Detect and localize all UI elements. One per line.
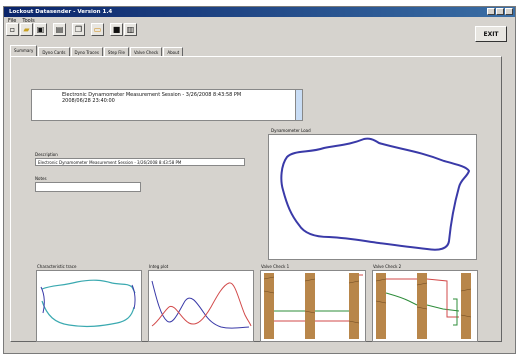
valve2-green-line bbox=[385, 292, 460, 312]
tab-dyno-traces[interactable]: Dyno Traces bbox=[70, 47, 103, 57]
session-info-box: Electronic Dynamometer Measurement Sessi… bbox=[31, 89, 303, 121]
menu-file[interactable]: File bbox=[8, 18, 17, 24]
blue-trace bbox=[40, 284, 136, 314]
integ-plot bbox=[148, 270, 254, 342]
valve-check-2-plot bbox=[372, 270, 478, 342]
window-title: Lockout Datasender - Version 1.4 bbox=[9, 9, 113, 15]
plot1-label: Characteristic trace bbox=[37, 264, 77, 269]
valve-check-1-plot bbox=[260, 270, 366, 342]
teal-trace-lower bbox=[41, 300, 135, 328]
menu-bar: File Tools bbox=[4, 17, 515, 25]
description-field[interactable]: Electronic Dynamometer Measurement Sessi… bbox=[35, 158, 245, 166]
description-label: Description bbox=[35, 152, 58, 157]
session-info-line1: Electronic Dynamometer Measurement Sessi… bbox=[62, 92, 242, 98]
dynamometer-card-curve bbox=[280, 137, 471, 251]
print-icon[interactable]: ▤ bbox=[53, 23, 66, 36]
close-button[interactable] bbox=[505, 8, 513, 15]
characteristic-plot bbox=[36, 270, 142, 342]
tab-summary[interactable]: Summary bbox=[10, 45, 38, 57]
tab-strip: Summary Dyno Cards Dyno Traces Step File… bbox=[10, 45, 184, 57]
tab-step-file[interactable]: Step File bbox=[103, 47, 129, 57]
red-integ-trace bbox=[151, 282, 252, 327]
info-scrollbar[interactable] bbox=[295, 90, 302, 120]
report-icon[interactable]: ▥ bbox=[124, 23, 137, 36]
copy-icon[interactable]: ❐ bbox=[72, 23, 85, 36]
title-bar: Lockout Datasender - Version 1.4 bbox=[4, 7, 515, 17]
teal-trace-upper bbox=[41, 279, 136, 294]
blue-integ-trace bbox=[151, 280, 250, 329]
menu-tools[interactable]: Tools bbox=[22, 18, 35, 24]
session-info-line2: 2008/06/28 23:40:00 bbox=[62, 98, 115, 104]
valve2-red-line bbox=[386, 278, 459, 318]
plot2-label: Integ plot bbox=[149, 264, 169, 269]
plot3-label: Valve Check 1 bbox=[261, 264, 290, 269]
exit-button[interactable]: EXIT bbox=[475, 26, 507, 42]
main-plot-label: Dynamometer Load bbox=[271, 128, 311, 133]
new-icon[interactable]: ▫ bbox=[6, 23, 19, 36]
minimize-button[interactable] bbox=[487, 8, 495, 15]
tab-dyno-cards[interactable]: Dyno Cards bbox=[38, 47, 70, 57]
summary-panel bbox=[10, 56, 502, 342]
save-icon[interactable]: ▣ bbox=[34, 23, 47, 36]
tab-valve-check[interactable]: Valve Check bbox=[129, 47, 163, 57]
folder-icon[interactable]: ▭ bbox=[91, 23, 104, 36]
dynamometer-card-plot bbox=[268, 134, 477, 260]
notes-label: Notes bbox=[35, 176, 47, 181]
open-icon[interactable]: ▰ bbox=[20, 23, 33, 36]
notes-field[interactable] bbox=[35, 182, 141, 192]
tab-about[interactable]: About bbox=[163, 47, 184, 57]
plot4-label: Valve Check 2 bbox=[373, 264, 402, 269]
maximize-button[interactable] bbox=[496, 8, 504, 15]
toolbar: ▫ ▰ ▣ ▤ ❐ ▭ ■ ▥ bbox=[6, 21, 138, 38]
disk-icon[interactable]: ■ bbox=[110, 23, 123, 36]
